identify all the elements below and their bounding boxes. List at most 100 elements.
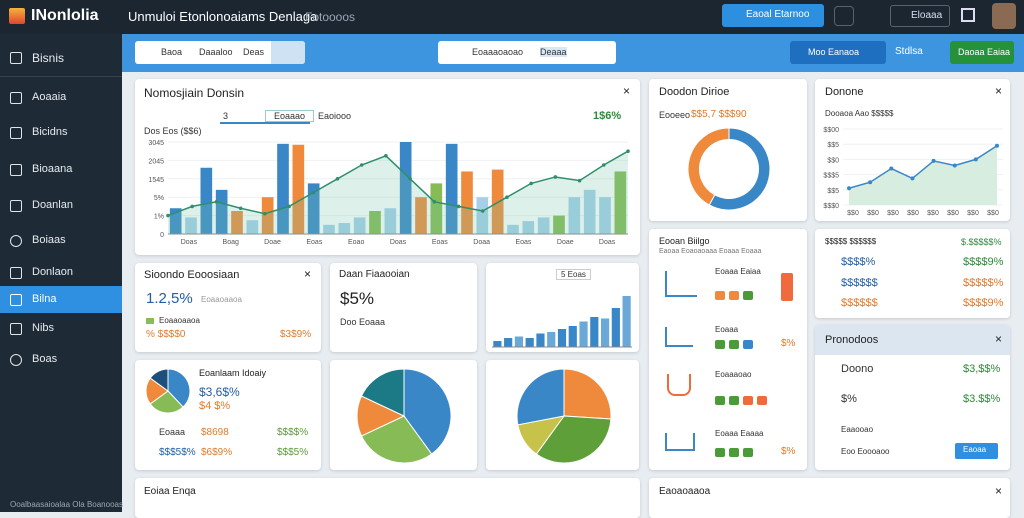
panel: Eooan Biilgo Eaoaa Eoaoaoaaa Eoaaa Eoaaa… [649,229,807,470]
tool-button[interactable]: Eoaaaoaoao [472,47,524,57]
panel-title: Daan Fiaaooian [339,269,410,280]
tool-button[interactable]: Deaaa [540,47,567,57]
app-title: Unmuloi Etonlonoaiams Denlaga [128,9,318,24]
pie-slice [687,127,730,206]
panel: Daan Fiaaooian $5% Doo Eoaaa [330,263,477,352]
y-tick-label: 5% [154,195,164,202]
line-point [952,163,957,168]
panel-title: Eooan Biilgo [659,236,710,246]
close-icon[interactable]: × [995,332,1003,346]
line-point [868,180,873,185]
line [848,145,998,190]
nav-item[interactable]: Nibs [32,322,55,334]
bar [399,142,412,234]
button-label: Eaoaa [963,445,987,454]
tab[interactable]: 3 [223,111,229,121]
action-button[interactable]: Daoaa Eaiaa [950,41,1014,64]
pie-slice [535,415,612,464]
bar [246,220,259,234]
nav-item[interactable]: Aoaaia [32,91,67,103]
top-button[interactable]: Eaoal Etarnoo [722,4,824,27]
filter-button[interactable]: Moo Eanaoa [790,41,886,64]
caption: Eoaaoaaoa [159,316,200,325]
y-tick-label: $$5 [827,142,839,149]
tab[interactable]: Eoaaao [265,110,315,122]
x-tick-label: $$0 [947,210,959,217]
icon-button[interactable] [961,8,975,22]
cell: $3,$$% [963,363,1001,375]
row-value: $3$9% [280,329,312,340]
value: $4 $% [199,400,231,412]
tool-button[interactable]: Daaaloo [199,47,233,57]
bar [415,197,427,234]
nav-item[interactable]: Doanlan [32,199,73,211]
line-point [847,186,851,191]
bar [261,197,274,234]
y-tick-label: $$$0 [823,203,839,210]
tool-button[interactable]: Baoa [161,47,183,57]
bar [384,208,397,234]
close-icon[interactable]: × [995,84,1003,98]
nav-item[interactable]: Boas [32,353,58,365]
bar [277,143,289,234]
area [849,145,997,205]
x-tick-label: Eoao [348,239,364,246]
pie-slice [149,368,169,392]
line-point [384,154,388,158]
bar [430,183,443,234]
nav-item[interactable]: Bilna [32,293,57,305]
top-bar: INonlolia Unmuloi Etonlonoaiams Denlaga … [0,0,1024,34]
icon [665,271,697,297]
bar [169,208,182,234]
bar [547,332,556,347]
bar [445,143,458,234]
close-icon[interactable]: × [995,484,1003,498]
bar [231,211,243,234]
cell: $$$$$% [963,277,1004,289]
legend-swatch [146,318,154,324]
button[interactable]: Eaoaa [955,443,998,459]
panel: Donone × Dooaoa Aao $$$$$ $$$0 $$5 $$$5 $$0… [815,79,1010,221]
x-tick-label: Eoas [306,239,322,246]
bar [476,197,489,234]
line-point [577,178,582,183]
line-point [408,177,412,181]
line-point [529,181,533,186]
menu-button[interactable]: Eloaaa [890,5,950,27]
y-tick-label: $$0 [827,157,839,164]
row: % $$$$0 [146,329,186,340]
sidebar: Bisnis Aoaaia Bicidns Bioaana Doanlan Bo… [0,34,123,512]
icon-button[interactable] [864,8,878,24]
icon [667,374,691,396]
line-point [190,204,195,209]
link[interactable]: Stdlsa [895,46,923,57]
close-icon[interactable]: × [304,267,312,281]
panel-title: $$$$$ $$$$$$ [825,237,877,246]
nav-item[interactable]: Bioaana [32,163,73,175]
menu-label: Eloaaa [911,10,943,21]
bar [200,167,213,234]
line-point [214,200,219,204]
nav-item[interactable]: Boiaas [32,234,66,246]
line-point [335,177,340,181]
pie-slice [149,390,184,414]
tool-button[interactable]: Deas [243,47,265,57]
nav-item[interactable]: Bicidns [32,126,68,138]
bar [307,183,320,234]
tab[interactable]: Eaoiooo [318,111,352,121]
bar [600,318,610,347]
pie-slice [360,415,433,464]
close-icon[interactable]: × [623,84,631,98]
note: Eaaooao [841,425,874,434]
cell: $3.$$% [963,393,1001,405]
control[interactable]: 5 Eoas [556,269,591,280]
big-value: $5% [340,289,375,308]
dropdown[interactable] [271,41,305,64]
icon-button[interactable] [834,6,854,26]
avatar[interactable] [992,3,1016,29]
nav-item[interactable]: Bisnis [32,51,65,65]
cell: $$$$% [841,256,876,268]
list-pct: $% [781,446,796,457]
nav-item[interactable]: Donlaon [32,266,73,278]
bar [504,338,513,347]
